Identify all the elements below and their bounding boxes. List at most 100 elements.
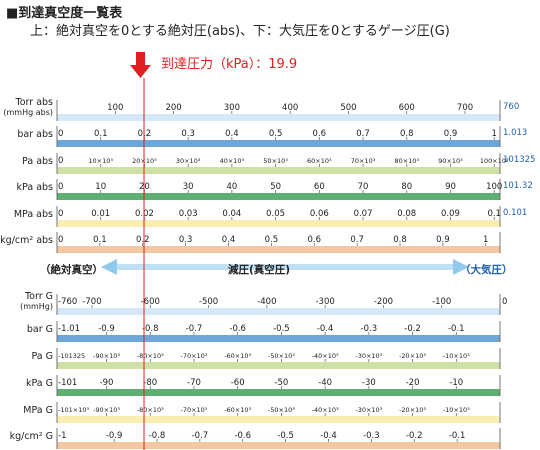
direction-center-label: 減圧(真空圧) [228, 264, 291, 276]
gauge-tick-label-5-4: -0.6 [234, 431, 251, 441]
abs-tick-label-1-10: 1 [491, 129, 496, 139]
abs-tick-label-5-6: 0.6 [307, 235, 321, 245]
gauge-tick-label-0-3: -500 [199, 297, 218, 307]
direction-left-arrow-icon [101, 259, 117, 275]
gauge-tick-label-1-9: -0.1 [448, 324, 465, 334]
gauge-band-3 [57, 389, 500, 396]
gauge-band-4 [57, 416, 500, 423]
gauge-tick-label-3-3: -70 [187, 378, 201, 388]
abs-tick-label-0-6: 700 [457, 103, 473, 113]
gauge-tick-label-0-2: -600 [141, 297, 160, 307]
abs-tick-label-2-5: 50×10³ [263, 157, 288, 165]
abs-end-value-2: 101325 [503, 155, 536, 165]
gauge-tick-label-1-4: -0.6 [229, 324, 246, 334]
gauge-tick-label-2-8: -20×10³ [399, 352, 426, 360]
abs-tick-label-5-7: 0.7 [350, 235, 364, 245]
page-title: ■到達真空度一覧表 [6, 6, 123, 21]
abs-tick-label-3-7: 70 [358, 182, 369, 192]
gauge-tick-label-2-4: -60×10³ [224, 352, 251, 360]
gauge-tick-label-0-6: -200 [374, 297, 393, 307]
gauge-tick-label-0-0: -760 [58, 297, 77, 307]
gauge-tick-label-4-4: -60×10³ [224, 406, 251, 414]
gauge-band-2 [57, 362, 500, 369]
abs-tick-label-1-4: 0.4 [225, 129, 239, 139]
gauge-tick-label-4-1: -90×10³ [93, 406, 120, 414]
abs-tick-label-4-4: 0.04 [222, 209, 241, 219]
direction-bar [115, 264, 453, 270]
abs-tick-label-0-0: 100 [107, 103, 123, 113]
abs-tick-label-4-7: 0.07 [354, 209, 373, 219]
abs-band-1 [57, 140, 500, 147]
abs-tick-label-4-8: 0.08 [397, 209, 416, 219]
gauge-tick-label-5-6: -0.4 [320, 431, 337, 441]
gauge-scale-2-label: Pa G [31, 351, 53, 362]
abs-tick-label-1-8: 0.8 [400, 129, 414, 139]
abs-tick-label-2-3: 30×10³ [176, 157, 201, 165]
abs-tick-label-1-9: 0.9 [444, 129, 458, 139]
abs-tick-label-5-10: 1 [483, 235, 488, 245]
abs-tick-label-4-5: 0.05 [266, 209, 285, 219]
gauge-tick-label-3-0: -101 [58, 378, 77, 388]
abs-tick-label-0-4: 500 [340, 103, 356, 113]
gauge-tick-label-4-7: -30×10³ [355, 406, 382, 414]
gauge-tick-label-1-8: -0.2 [404, 324, 421, 334]
abs-tick-label-4-0: 0 [58, 209, 63, 219]
abs-tick-label-4-3: 0.03 [179, 209, 198, 219]
gauge-tick-label-5-1: -0.9 [106, 431, 123, 441]
abs-tick-label-0-5: 600 [399, 103, 415, 113]
abs-scale-2-label: Pa abs [22, 156, 53, 167]
abs-tick-label-1-7: 0.7 [356, 129, 370, 139]
abs-tick-label-5-3: 0.3 [179, 235, 193, 245]
gauge-tick-label-0-8: 0 [502, 297, 507, 307]
abs-band-0 [57, 114, 500, 121]
abs-tick-label-4-10: 0.1 [487, 209, 501, 219]
gauge-tick-label-1-3: -0.7 [186, 324, 203, 334]
gauge-tick-label-4-9: -10×10³ [443, 406, 470, 414]
abs-tick-label-3-0: 0 [58, 182, 63, 192]
gauge-tick-label-2-3: -70×10³ [180, 352, 207, 360]
gauge-tick-label-5-9: -0.1 [449, 431, 466, 441]
gauge-scale-5-label: kg/cm² G [9, 431, 53, 442]
gauge-scale-0-label: Torr G (mmHg) [20, 291, 53, 312]
gauge-tick-label-1-0: -1.01 [58, 324, 80, 334]
abs-band-2 [57, 167, 500, 174]
abs-tick-label-2-10: 100×10³ [480, 157, 509, 165]
gauge-tick-label-1-1: -0.9 [98, 324, 115, 334]
abs-end-value-3: 101.32 [503, 181, 533, 191]
abs-band-4 [57, 220, 500, 227]
gauge-tick-label-4-5: -50×10³ [268, 406, 295, 414]
gauge-tick-label-5-7: -0.3 [363, 431, 380, 441]
abs-tick-label-1-3: 0.3 [181, 129, 195, 139]
abs-tick-label-4-6: 0.06 [310, 209, 329, 219]
abs-band-5 [57, 246, 500, 253]
abs-tick-label-3-3: 30 [183, 182, 194, 192]
abs-tick-label-3-6: 60 [314, 182, 325, 192]
gauge-scale-3-label: kPa G [25, 378, 53, 389]
abs-scale-4-label: MPa abs [13, 209, 53, 220]
gauge-scale-1-label: bar G [26, 324, 53, 335]
page-subtitle: 上：絶対真空を0とする絶対圧(abs)、下：大気圧を0とするゲージ圧(G) [30, 24, 450, 39]
direction-right-label: （大気圧） [460, 264, 513, 276]
direction-left-label: （絶対真空） [40, 264, 103, 276]
abs-tick-label-2-6: 60×10³ [307, 157, 332, 165]
gauge-tick-label-3-2: -80 [143, 378, 157, 388]
gauge-tick-label-2-9: -10×10³ [443, 352, 470, 360]
abs-tick-label-0-3: 400 [282, 103, 298, 113]
gauge-tick-label-5-5: -0.5 [277, 431, 294, 441]
gauge-tick-label-2-5: -50×10³ [268, 352, 295, 360]
abs-tick-label-5-8: 0.8 [393, 235, 407, 245]
gauge-tick-label-4-8: -20×10³ [399, 406, 426, 414]
abs-tick-label-3-5: 50 [270, 182, 281, 192]
gauge-tick-label-3-7: -30 [362, 378, 376, 388]
abs-tick-label-5-2: 0.2 [136, 235, 150, 245]
gauge-tick-label-1-7: -0.3 [361, 324, 378, 334]
abs-tick-label-5-4: 0.4 [222, 235, 236, 245]
gauge-tick-label-5-8: -0.2 [406, 431, 423, 441]
gauge-tick-label-1-2: -0.8 [142, 324, 159, 334]
abs-tick-label-1-0: 0 [58, 129, 63, 139]
gauge-band-5 [57, 442, 500, 449]
gauge-tick-label-4-6: -40×10³ [312, 406, 339, 414]
abs-tick-label-1-5: 0.5 [269, 129, 283, 139]
